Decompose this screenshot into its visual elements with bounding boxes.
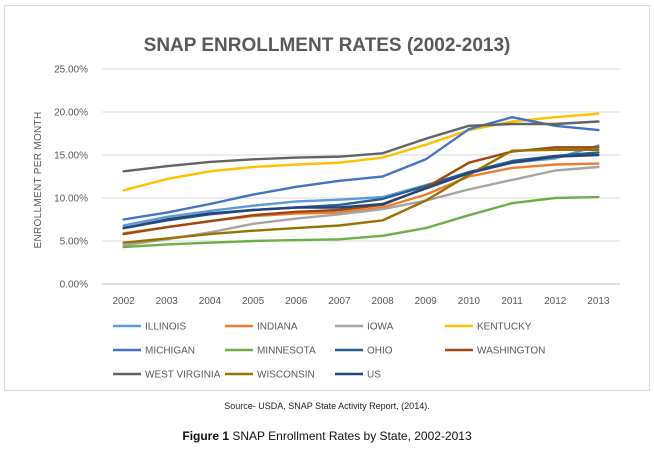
legend-label: IOWA (367, 322, 394, 333)
x-tick-label: 2003 (156, 296, 179, 307)
legend-item: IOWA (335, 322, 394, 333)
source-note: Source- USDA, SNAP State Activity Report… (224, 401, 430, 411)
series-line-minnesota (122, 195, 600, 249)
x-tick-label: 2008 (371, 296, 394, 307)
legend-label: WASHINGTON (477, 346, 545, 357)
y-tick-label: 10.00% (54, 194, 88, 205)
legend-item: ILLINOIS (113, 322, 186, 333)
legend: ILLINOIS INDIANA IOWA KENTUCKY MICHIGAN MINNE… (113, 322, 545, 381)
series-line-wisconsin (122, 148, 600, 244)
legend-label: MINNESOTA (257, 346, 316, 357)
figure-label: Figure 1 (182, 429, 230, 443)
x-tick-label: 2013 (587, 296, 610, 307)
series-line-kentucky (122, 112, 600, 192)
x-tick-label: 2012 (544, 296, 567, 307)
series-line-us (122, 153, 600, 230)
x-tick-label: 2010 (458, 296, 481, 307)
legend-label: INDIANA (257, 322, 298, 333)
legend-label: WISCONSIN (257, 370, 315, 381)
y-axis-label: ENROLLMENT PER MONTH (33, 112, 44, 249)
legend-label: US (367, 370, 381, 381)
legend-label: ILLINOIS (145, 322, 186, 333)
y-tick-label: 15.00% (54, 151, 88, 162)
series-line-michigan (122, 115, 600, 221)
legend-label: KENTUCKY (477, 322, 532, 333)
legend-item: WEST VIRGINIA (113, 370, 221, 381)
legend-item: MINNESOTA (225, 346, 316, 357)
y-tick-label: 0.00% (60, 280, 88, 291)
x-tick-label: 2011 (501, 296, 523, 307)
legend-label: WEST VIRGINIA (145, 370, 221, 381)
legend-item: WISCONSIN (225, 370, 315, 381)
x-tick-label: 2005 (242, 296, 265, 307)
legend-item: INDIANA (225, 322, 298, 333)
x-tick-label: 2007 (328, 296, 351, 307)
chart-frame: SNAP ENROLLMENT RATES (2002-2013) 0.00% 5… (4, 5, 650, 391)
series-line-iowa (122, 165, 600, 247)
figure-caption-text: SNAP Enrollment Rates by State, 2002-201… (229, 429, 472, 443)
chart: SNAP ENROLLMENT RATES (2002-2013) 0.00% 5… (33, 35, 620, 381)
y-tick-label: 25.00% (54, 65, 88, 76)
y-tick-label: 5.00% (60, 237, 88, 248)
legend-item: OHIO (335, 346, 393, 357)
series-line-illinois (122, 144, 600, 227)
legend-item: WASHINGTON (445, 346, 545, 357)
y-axis-ticks: 0.00% 5.00% 10.00% 15.00% 20.00% 25.00% (54, 65, 88, 291)
legend-item: MICHIGAN (113, 346, 195, 357)
x-tick-label: 2002 (112, 296, 135, 307)
legend-label: MICHIGAN (145, 346, 195, 357)
legend-item: US (335, 370, 381, 381)
series-lines (122, 112, 600, 249)
legend-label: OHIO (367, 346, 393, 357)
legend-item: KENTUCKY (445, 322, 532, 333)
y-tick-label: 20.00% (54, 108, 88, 119)
x-axis-ticks: 2002 2003 2004 2005 2006 2007 2008 2009 2010 2011… (112, 296, 610, 307)
series-line-west-virginia (122, 120, 600, 173)
x-tick-label: 2006 (285, 296, 308, 307)
x-tick-label: 2004 (199, 296, 222, 307)
figure-caption: Figure 1 SNAP Enrollment Rates by State,… (0, 429, 654, 443)
x-tick-label: 2009 (415, 296, 438, 307)
chart-title: SNAP ENROLLMENT RATES (2002-2013) (144, 35, 511, 56)
